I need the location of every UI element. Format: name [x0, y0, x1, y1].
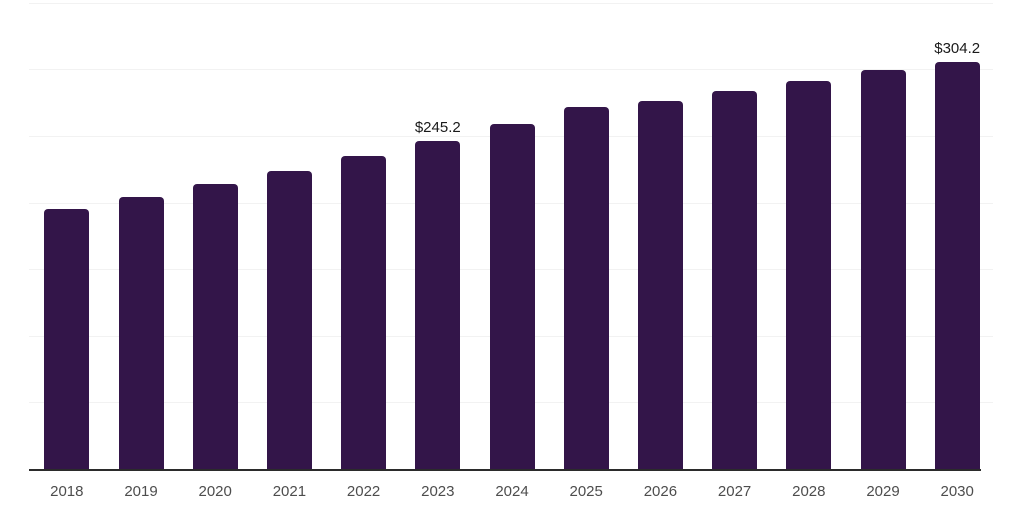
bar-2024 — [489, 124, 535, 469]
bar-2021 — [266, 170, 312, 469]
bar-2023 — [415, 140, 461, 469]
x-axis-line — [29, 469, 981, 471]
x-tick-label-2023: 2023 — [421, 483, 455, 500]
bar-2019 — [118, 196, 164, 469]
gridline — [29, 69, 993, 71]
bar-2022 — [341, 155, 387, 469]
x-tick-label-2018: 2018 — [50, 483, 84, 500]
x-tick-label-2027: 2027 — [717, 483, 752, 500]
x-tick-label-2028: 2028 — [792, 483, 826, 500]
x-tick-label-2020: 2020 — [198, 483, 232, 500]
x-tick-label-2026: 2026 — [643, 483, 678, 500]
x-tick-label-2019: 2019 — [124, 483, 158, 500]
bar-2030 — [934, 61, 980, 469]
gridline — [29, 2, 993, 4]
bar-2020 — [192, 183, 238, 469]
value-label-2023: $245.2 — [414, 118, 461, 136]
x-tick-label-2030: 2030 — [940, 483, 974, 500]
x-tick-label-2021: 2021 — [272, 483, 307, 500]
x-tick-label-2025: 2025 — [569, 483, 603, 500]
x-tick-label-2029: 2029 — [866, 483, 900, 500]
x-tick-label-2024: 2024 — [495, 483, 529, 500]
bar-2025 — [563, 106, 609, 469]
bar-2029 — [860, 69, 906, 469]
x-tick-label-2022: 2022 — [346, 483, 381, 500]
value-label-2030: $304.2 — [934, 39, 981, 57]
bar-2026 — [637, 100, 683, 469]
bar-2028 — [786, 80, 832, 469]
bar-2027 — [712, 90, 758, 469]
bar-2018 — [44, 208, 90, 469]
